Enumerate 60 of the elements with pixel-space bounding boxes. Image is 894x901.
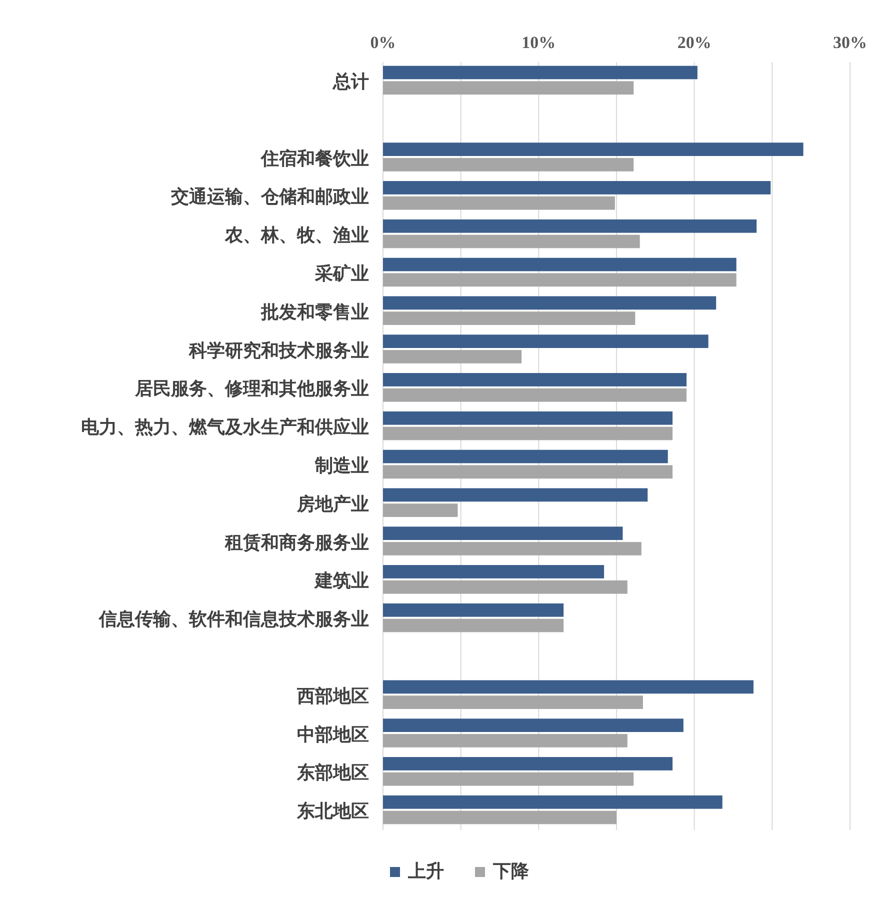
y-tick-label: 总计 bbox=[332, 72, 369, 92]
y-tick-label: 中部地区 bbox=[297, 724, 369, 744]
y-tick-label: 信息传输、软件和信息技术服务业 bbox=[98, 609, 369, 630]
bar bbox=[383, 810, 616, 824]
y-tick-label: 交通运输、仓储和邮政业 bbox=[170, 186, 369, 207]
bar bbox=[383, 219, 757, 233]
bar bbox=[383, 450, 668, 464]
x-tick-label: 20% bbox=[677, 33, 712, 52]
bar bbox=[383, 234, 640, 248]
x-tick-label: 0% bbox=[370, 33, 396, 52]
bar bbox=[383, 158, 634, 172]
bar bbox=[383, 465, 673, 479]
bar bbox=[383, 66, 698, 80]
y-tick-label: 西部地区 bbox=[296, 686, 369, 706]
bar bbox=[383, 718, 684, 732]
legend-label: 下降 bbox=[492, 861, 530, 881]
bar bbox=[383, 312, 636, 325]
bar bbox=[383, 196, 615, 210]
bar bbox=[383, 350, 522, 364]
bar bbox=[383, 504, 458, 517]
bar bbox=[383, 488, 648, 502]
bar bbox=[383, 334, 708, 348]
bar bbox=[383, 696, 643, 709]
y-tick-label: 居民服务、修理和其他服务业 bbox=[134, 378, 369, 399]
bar bbox=[383, 772, 634, 786]
bar bbox=[383, 142, 804, 156]
y-tick-label: 房地产业 bbox=[296, 494, 369, 514]
y-tick-label: 科学研究和技术服务业 bbox=[188, 340, 369, 360]
x-tick-label: 30% bbox=[833, 33, 867, 52]
bar bbox=[383, 618, 564, 632]
bar bbox=[383, 296, 716, 310]
bar bbox=[383, 181, 771, 194]
bar bbox=[383, 426, 673, 440]
bar bbox=[383, 542, 642, 556]
bar bbox=[383, 526, 623, 540]
bar bbox=[383, 565, 604, 578]
bar bbox=[383, 81, 634, 95]
bar bbox=[383, 373, 687, 386]
bar bbox=[383, 580, 628, 594]
bar bbox=[383, 603, 564, 617]
bar bbox=[383, 388, 687, 402]
y-tick-label: 采矿业 bbox=[314, 264, 369, 284]
y-tick-label: 租赁和商务服务业 bbox=[224, 532, 369, 552]
bar bbox=[383, 680, 754, 694]
bar bbox=[383, 273, 736, 287]
bar bbox=[383, 795, 722, 809]
y-tick-label: 批发和零售业 bbox=[260, 302, 369, 322]
x-tick-label: 10% bbox=[522, 33, 556, 52]
y-tick-label: 制造业 bbox=[314, 456, 369, 476]
bar bbox=[383, 258, 736, 272]
y-tick-label: 住宿和餐饮业 bbox=[260, 148, 369, 168]
y-tick-label: 东部地区 bbox=[296, 762, 369, 783]
y-tick-label: 东北地区 bbox=[296, 801, 369, 822]
legend-label: 上升 bbox=[407, 861, 444, 881]
bar bbox=[383, 411, 673, 425]
y-tick-label: 农、林、牧、渔业 bbox=[224, 225, 369, 246]
bar bbox=[383, 757, 673, 770]
y-tick-label: 电力、热力、燃气及水生产和供应业 bbox=[81, 417, 369, 438]
y-tick-label: 建筑业 bbox=[313, 570, 369, 591]
bar bbox=[383, 734, 628, 748]
